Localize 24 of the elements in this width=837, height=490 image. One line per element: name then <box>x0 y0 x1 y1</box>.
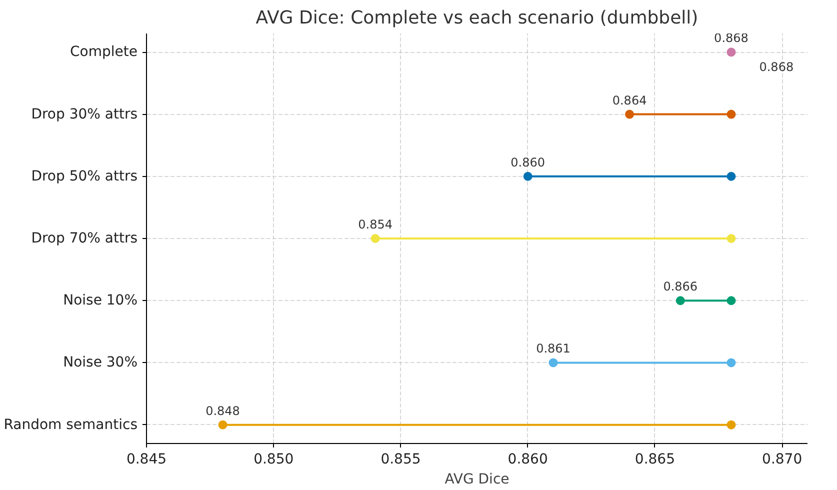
y-tick-label: Drop 30% attrs <box>31 106 138 122</box>
data-label: 0.864 <box>612 93 647 108</box>
x-tick-label: 0.860 <box>508 452 548 468</box>
point <box>726 48 736 57</box>
y-tick-label: Drop 70% attrs <box>31 230 138 246</box>
data-label: 0.854 <box>358 218 392 232</box>
data-label: 0.861 <box>536 342 570 356</box>
y-tick-label: Complete <box>70 44 138 60</box>
x-tick-label: 0.845 <box>126 452 167 468</box>
data-label: 0.848 <box>206 404 240 418</box>
data-label: 0.860 <box>510 155 546 170</box>
y-tick-label: Random semantics <box>4 416 138 433</box>
y-tick-label: Noise 10% <box>63 292 138 309</box>
y-tick-label: Noise 30% <box>63 354 138 371</box>
annotation: 0.868 <box>759 60 794 74</box>
x-tick-label: 0.850 <box>254 452 294 468</box>
data-label: 0.866 <box>663 280 698 294</box>
x-tick-label: 0.865 <box>634 452 676 468</box>
x-tick-label: 0.855 <box>380 452 421 468</box>
y-tick-label: Drop 50% attrs <box>31 168 138 184</box>
data-label: 0.868 <box>714 31 748 46</box>
x-tick-label: 0.870 <box>762 452 802 468</box>
x-axis-title: AVG Dice <box>444 472 510 488</box>
chart-title: AVG Dice: Complete vs each scenario (dumbbell) <box>256 8 698 28</box>
